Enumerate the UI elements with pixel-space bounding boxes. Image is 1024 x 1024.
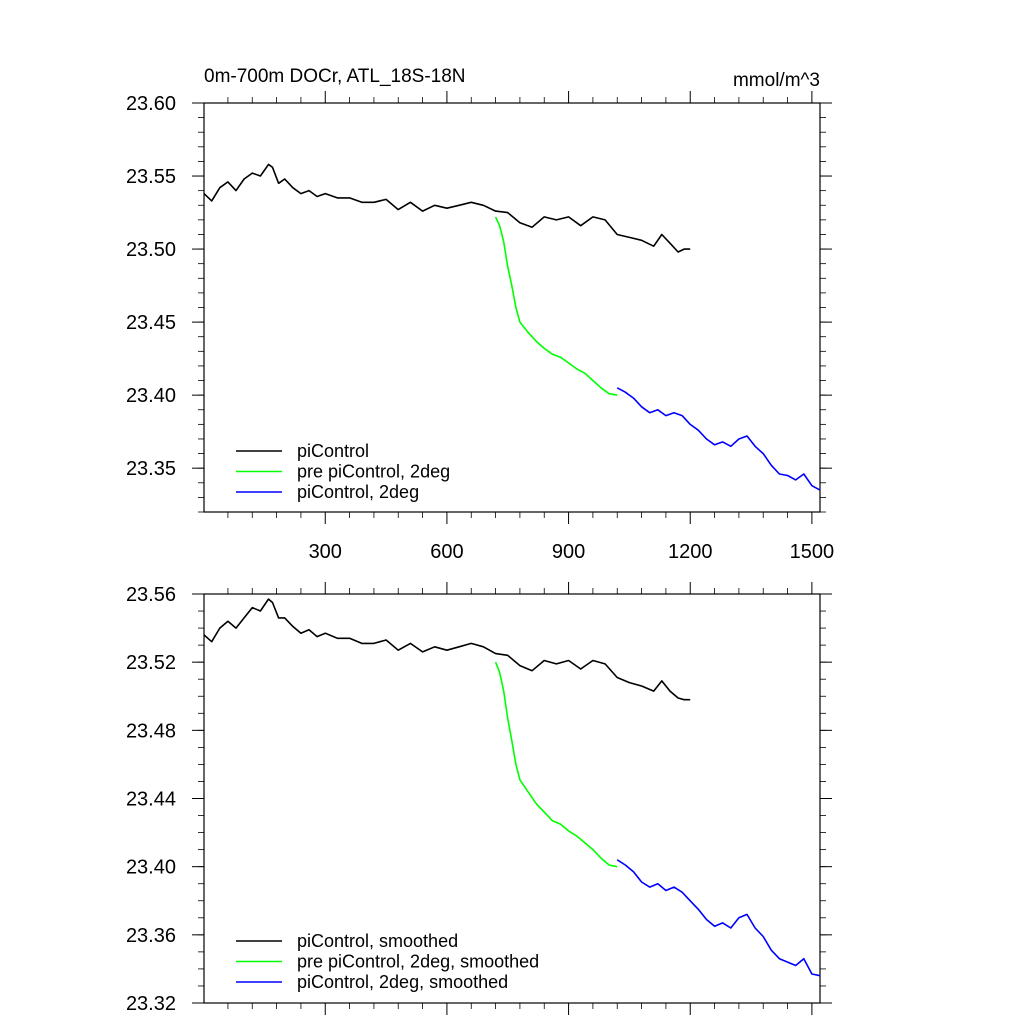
- series-line-1: [494, 216, 618, 396]
- x-tick-label: 1500: [790, 541, 835, 563]
- bottom-panel: 23.32 23.36 23.40 23.44 23.48 23.52 23.56 piCon…: [126, 582, 832, 1015]
- y-tick-label: 23.35: [126, 458, 176, 480]
- y-tick-label: 23.48: [126, 720, 176, 742]
- series-line-2: [616, 859, 821, 977]
- x-tick-label: 300: [309, 541, 342, 563]
- chart-title: 0m-700m DOCr, ATL_18S-18N: [204, 66, 466, 87]
- y-tick-label: 23.45: [126, 312, 176, 334]
- legend-label: piControl, 2deg: [297, 482, 419, 502]
- series-line-1: [494, 661, 618, 868]
- series-line-0: [203, 163, 691, 253]
- top-panel: 23.35 23.40 23.45 23.50 23.55 23.60 300 600 900 1…: [126, 91, 834, 563]
- x-tick-label: 900: [552, 541, 585, 563]
- series-line-0: [203, 598, 691, 701]
- legend-label: piControl, 2deg, smoothed: [297, 972, 508, 992]
- y-tick-label: 23.55: [126, 166, 176, 188]
- x-tick-label: 1200: [668, 541, 713, 563]
- legend-label: pre piControl, 2deg, smoothed: [297, 952, 539, 972]
- x-tick-label: 600: [430, 541, 463, 563]
- legend-label: pre piControl, 2deg: [297, 462, 450, 482]
- legend-label: piControl, smoothed: [297, 931, 458, 951]
- y-tick-label: 23.36: [126, 925, 176, 947]
- units-label: mmol/m^3: [733, 70, 820, 91]
- y-tick-label: 23.44: [126, 789, 176, 811]
- y-tick-label: 23.60: [126, 93, 176, 115]
- y-tick-label: 23.40: [126, 385, 176, 407]
- y-tick-label: 23.52: [126, 652, 176, 674]
- y-tick-label: 23.32: [126, 993, 176, 1015]
- y-tick-label: 23.50: [126, 239, 176, 261]
- y-tick-label: 23.40: [126, 857, 176, 879]
- series-line-2: [616, 387, 821, 491]
- legend-label: piControl: [297, 441, 369, 461]
- y-tick-label: 23.56: [126, 584, 176, 606]
